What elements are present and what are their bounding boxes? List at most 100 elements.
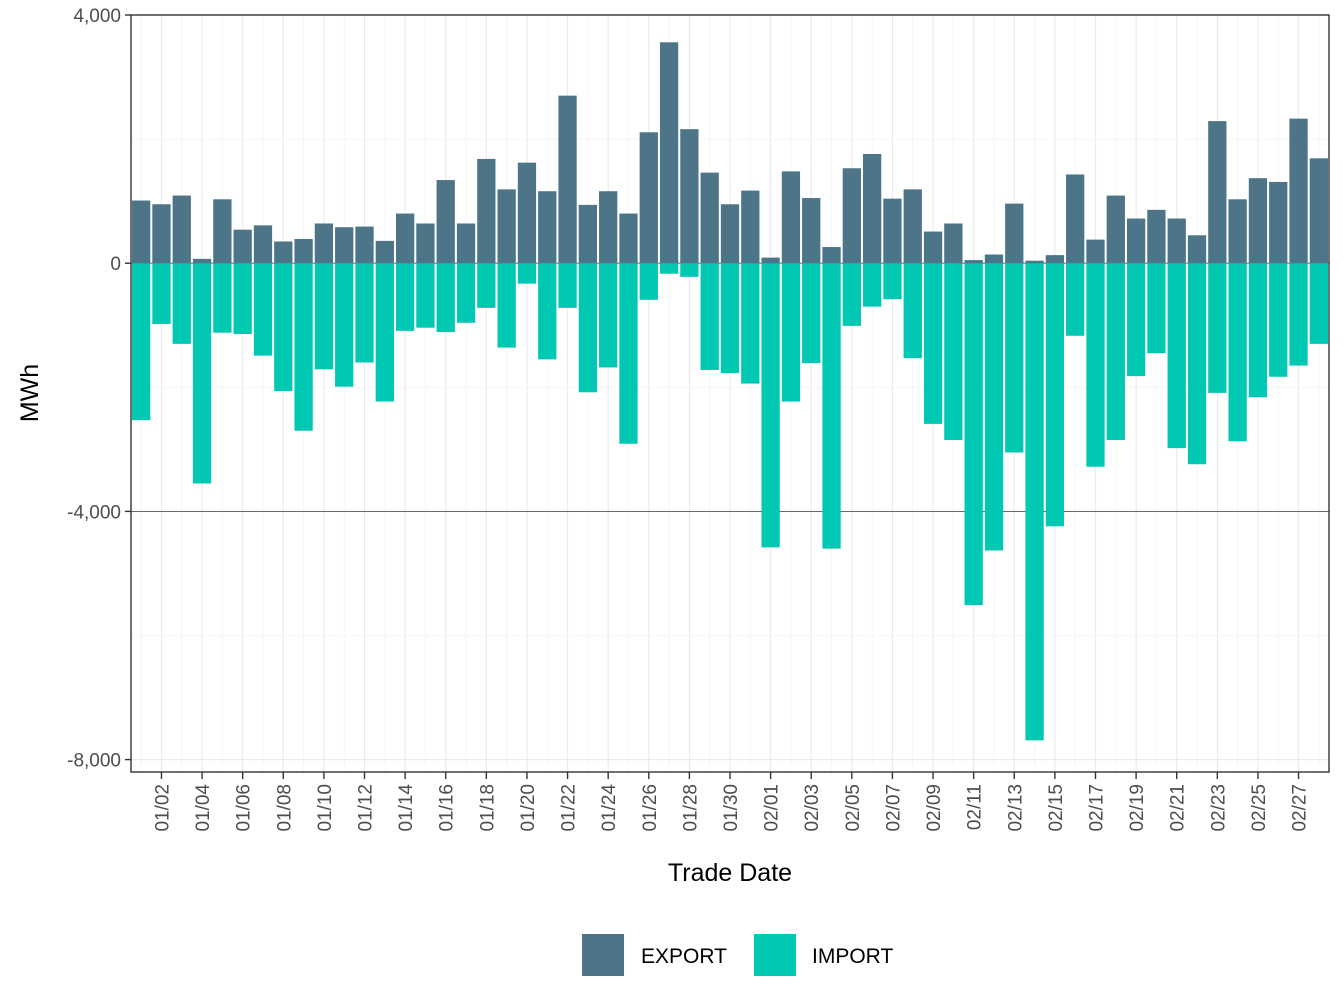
export-bar (639, 132, 658, 264)
import-bar (1269, 263, 1288, 377)
import-bar (517, 263, 537, 284)
export-bar (436, 180, 455, 264)
export-bar (172, 195, 191, 264)
import-bar (253, 263, 273, 356)
export-bar (599, 191, 618, 264)
export-bar (781, 171, 801, 264)
import-bar (1228, 263, 1247, 442)
x-tick-label: 01/18 (477, 784, 498, 832)
x-tick-label: 02/07 (883, 784, 904, 832)
y-tick-label: -8,000 (67, 751, 121, 772)
import-bar (274, 263, 293, 392)
import-bar (1066, 263, 1085, 336)
import-bar (862, 263, 882, 307)
export-bar (335, 227, 354, 264)
export-bar (538, 191, 557, 264)
x-tick-label: 01/08 (274, 784, 295, 832)
export-bar (314, 223, 334, 264)
export-bar (923, 231, 943, 264)
export-bar (558, 95, 577, 264)
x-tick-label: 02/05 (843, 784, 864, 832)
export-bar (720, 204, 740, 264)
import-bar (375, 263, 394, 402)
x-tick-label: 02/11 (965, 784, 986, 830)
import-bar (1309, 263, 1328, 344)
export-bar (1289, 118, 1308, 264)
import-bar (497, 263, 516, 348)
import-bar (314, 263, 334, 370)
export-bar (802, 198, 821, 264)
export-bar (761, 257, 780, 264)
import-bar (599, 263, 618, 368)
export-bar (1269, 181, 1288, 264)
import-bar (923, 263, 943, 424)
x-tick-label: 01/12 (356, 784, 377, 832)
export-bar (578, 204, 598, 264)
export-bar (619, 213, 638, 264)
import-bar (132, 263, 151, 421)
y-tick-label: -4,000 (67, 502, 121, 523)
x-tick-label: 02/15 (1046, 784, 1067, 832)
export-bar (152, 204, 171, 264)
x-tick-label: 01/28 (680, 784, 701, 832)
export-bar (213, 199, 232, 264)
import-bar (1167, 263, 1186, 449)
export-bar (375, 240, 394, 264)
export-bar (659, 42, 679, 264)
x-tick-label: 02/25 (1249, 784, 1270, 832)
import-bar (1005, 263, 1024, 453)
import-bar (802, 263, 821, 364)
export-bar (517, 162, 537, 264)
export-bar (1045, 255, 1065, 264)
import-bar (558, 263, 577, 308)
x-tick-label: 02/13 (1005, 784, 1026, 832)
import-bar (294, 263, 313, 431)
export-bar (984, 254, 1004, 264)
import-bar (964, 263, 983, 606)
import-bar (578, 263, 598, 393)
import-bar (335, 263, 354, 387)
import-bar (456, 263, 476, 323)
y-axis-title: MWh (16, 364, 44, 422)
import-bar (1045, 263, 1065, 527)
x-tick-label: 01/24 (599, 784, 620, 832)
import-bar (984, 263, 1004, 551)
export-bar (1106, 195, 1125, 264)
x-axis-title: Trade Date (668, 859, 792, 887)
bars (132, 42, 1328, 741)
x-tick-label: 02/23 (1208, 784, 1229, 832)
x-tick-label: 01/10 (315, 784, 336, 832)
import-bar (233, 263, 252, 334)
export-bar (1025, 260, 1044, 264)
x-tick-label: 02/09 (924, 784, 945, 832)
export-bar (477, 158, 496, 264)
import-bar (1126, 263, 1146, 377)
export-bar (680, 129, 699, 264)
x-tick-label: 01/14 (396, 784, 417, 832)
x-tick-label: 01/22 (559, 784, 580, 832)
export-bar (964, 260, 983, 264)
export-bar (294, 238, 313, 264)
import-bar (1025, 263, 1044, 741)
import-bar (172, 263, 191, 344)
import-bar (192, 263, 212, 484)
export-bar (192, 258, 212, 264)
x-tick-label: 02/27 (1290, 784, 1311, 832)
legend-swatch-import (754, 934, 796, 976)
export-bar (497, 189, 516, 264)
import-bar (538, 263, 557, 360)
import-bar (822, 263, 841, 549)
export-bar (1187, 235, 1207, 264)
x-axis: 01/02 01/04 01/06 01/08 01/10 01/12 01/14 01/16… (152, 772, 1311, 832)
x-tick-label: 02/17 (1086, 784, 1107, 832)
export-bar (862, 153, 882, 264)
import-bar (720, 263, 740, 374)
import-bar (1208, 263, 1227, 393)
export-bar (1248, 178, 1268, 264)
export-bar (822, 247, 841, 264)
import-bar (355, 263, 374, 363)
import-bar (436, 263, 455, 333)
import-bar (1187, 263, 1207, 465)
export-bar (416, 223, 435, 264)
import-bar (1106, 263, 1125, 441)
